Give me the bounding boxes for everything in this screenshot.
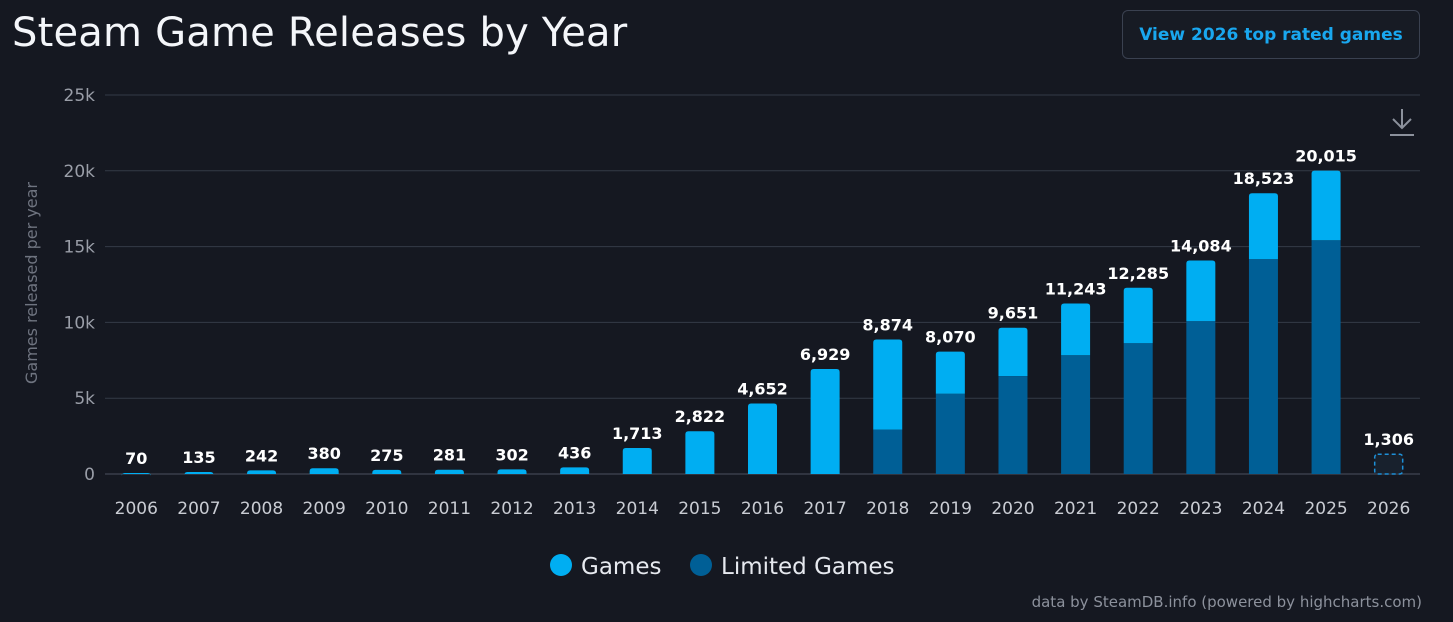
bar-games[interactable] <box>1248 193 1278 260</box>
bar-games[interactable] <box>497 469 527 474</box>
x-tick-label: 2007 <box>177 499 220 519</box>
y-tick-label: 0 <box>84 465 95 485</box>
data-label: 242 <box>245 446 278 465</box>
bar-limited-games[interactable] <box>1123 343 1153 474</box>
bar-games[interactable] <box>1186 260 1216 322</box>
bar-limited-games[interactable] <box>1061 355 1091 474</box>
x-tick-label: 2011 <box>428 499 471 519</box>
data-label: 135 <box>182 448 215 467</box>
data-label: 2,822 <box>675 407 726 426</box>
bar-games[interactable] <box>372 469 402 474</box>
data-label: 302 <box>495 445 528 464</box>
bar-games[interactable] <box>184 471 214 475</box>
data-labels: 70 135 242 380 275 281 302 436 1,713 2,822 4,652 6,… <box>125 147 1414 468</box>
bar-games[interactable] <box>247 470 277 474</box>
data-label: 14,084 <box>1170 236 1232 255</box>
legend: Games Limited Games <box>550 554 895 580</box>
data-label: 8,070 <box>925 328 976 347</box>
legend-item[interactable]: Games <box>550 554 661 580</box>
x-tick-label: 2026 <box>1367 499 1410 519</box>
legend-label: Limited Games <box>721 554 895 580</box>
bar-games[interactable] <box>434 469 464 474</box>
bar-games[interactable] <box>935 351 965 394</box>
data-label: 1,306 <box>1363 430 1414 449</box>
x-tick-label: 2020 <box>991 499 1034 519</box>
bar-games[interactable] <box>810 368 840 474</box>
view-top-rated-button[interactable]: View 2026 top rated games <box>1122 10 1420 59</box>
download-icon[interactable] <box>1387 106 1417 138</box>
x-tick-label: 2014 <box>616 499 659 519</box>
data-label: 6,929 <box>800 345 851 364</box>
bar-games[interactable] <box>873 339 903 430</box>
y-tick-label: 15k <box>64 238 96 258</box>
data-label: 380 <box>307 444 340 463</box>
x-tick-label: 2018 <box>866 499 909 519</box>
y-tick-label: 25k <box>64 86 96 106</box>
page-title: Steam Game Releases by Year <box>12 10 628 56</box>
legend-item[interactable]: Limited Games <box>690 554 895 580</box>
bar-limited-games[interactable] <box>1311 240 1341 474</box>
data-label: 8,874 <box>862 315 913 334</box>
data-label: 436 <box>558 443 591 462</box>
bar-partial-year[interactable] <box>1373 453 1404 475</box>
bar-limited-games[interactable] <box>935 393 965 474</box>
x-tick-label: 2012 <box>490 499 533 519</box>
data-label: 70 <box>125 449 147 468</box>
bars <box>121 170 1404 476</box>
bar-games[interactable] <box>1123 287 1153 344</box>
bar-games[interactable] <box>685 431 715 474</box>
x-tick-label: 2013 <box>553 499 596 519</box>
bar-games[interactable] <box>309 468 339 474</box>
y-axis-ticks: 0 5k 10k 15k 20k 25k <box>64 86 96 485</box>
data-label: 12,285 <box>1107 264 1169 283</box>
bar-limited-games[interactable] <box>998 376 1028 474</box>
x-tick-label: 2016 <box>741 499 784 519</box>
y-axis-label: Games released per year <box>22 182 41 384</box>
x-tick-label: 2017 <box>803 499 846 519</box>
bar-games[interactable] <box>998 327 1028 377</box>
x-tick-label: 2025 <box>1304 499 1347 519</box>
bar-games[interactable] <box>560 467 590 474</box>
legend-label: Games <box>581 554 661 580</box>
x-tick-label: 2008 <box>240 499 283 519</box>
x-tick-label: 2023 <box>1179 499 1222 519</box>
legend-marker <box>690 554 712 576</box>
data-label: 20,015 <box>1295 147 1357 166</box>
data-label: 275 <box>370 446 403 465</box>
x-tick-label: 2010 <box>365 499 408 519</box>
bar-limited-games[interactable] <box>1248 259 1278 474</box>
data-label: 1,713 <box>612 424 663 443</box>
data-label: 281 <box>433 446 466 465</box>
bar-limited-games[interactable] <box>873 429 903 474</box>
data-label: 4,652 <box>737 379 788 398</box>
y-tick-label: 20k <box>64 162 96 182</box>
data-label: 18,523 <box>1233 169 1295 188</box>
bar-games[interactable] <box>622 448 652 474</box>
x-tick-label: 2019 <box>929 499 972 519</box>
bar-games[interactable] <box>121 472 151 476</box>
x-tick-label: 2006 <box>115 499 158 519</box>
bar-limited-games[interactable] <box>1186 321 1216 474</box>
credits: data by SteamDB.info (powered by highcha… <box>1031 593 1422 611</box>
x-tick-label: 2021 <box>1054 499 1097 519</box>
legend-marker <box>550 554 572 576</box>
y-tick-label: 10k <box>64 313 96 333</box>
x-tick-label: 2022 <box>1117 499 1160 519</box>
x-tick-label: 2015 <box>678 499 721 519</box>
y-tick-label: 5k <box>74 389 95 409</box>
x-tick-label: 2009 <box>303 499 346 519</box>
x-tick-label: 2024 <box>1242 499 1285 519</box>
bar-games[interactable] <box>1311 170 1341 241</box>
bar-games[interactable] <box>748 403 777 474</box>
data-label: 11,243 <box>1045 280 1107 299</box>
data-label: 9,651 <box>988 304 1039 323</box>
bar-games[interactable] <box>1061 303 1091 356</box>
x-axis-ticks: 2006 2007 2008 2009 2010 2011 2012 2013 2014 2015… <box>115 499 1411 519</box>
